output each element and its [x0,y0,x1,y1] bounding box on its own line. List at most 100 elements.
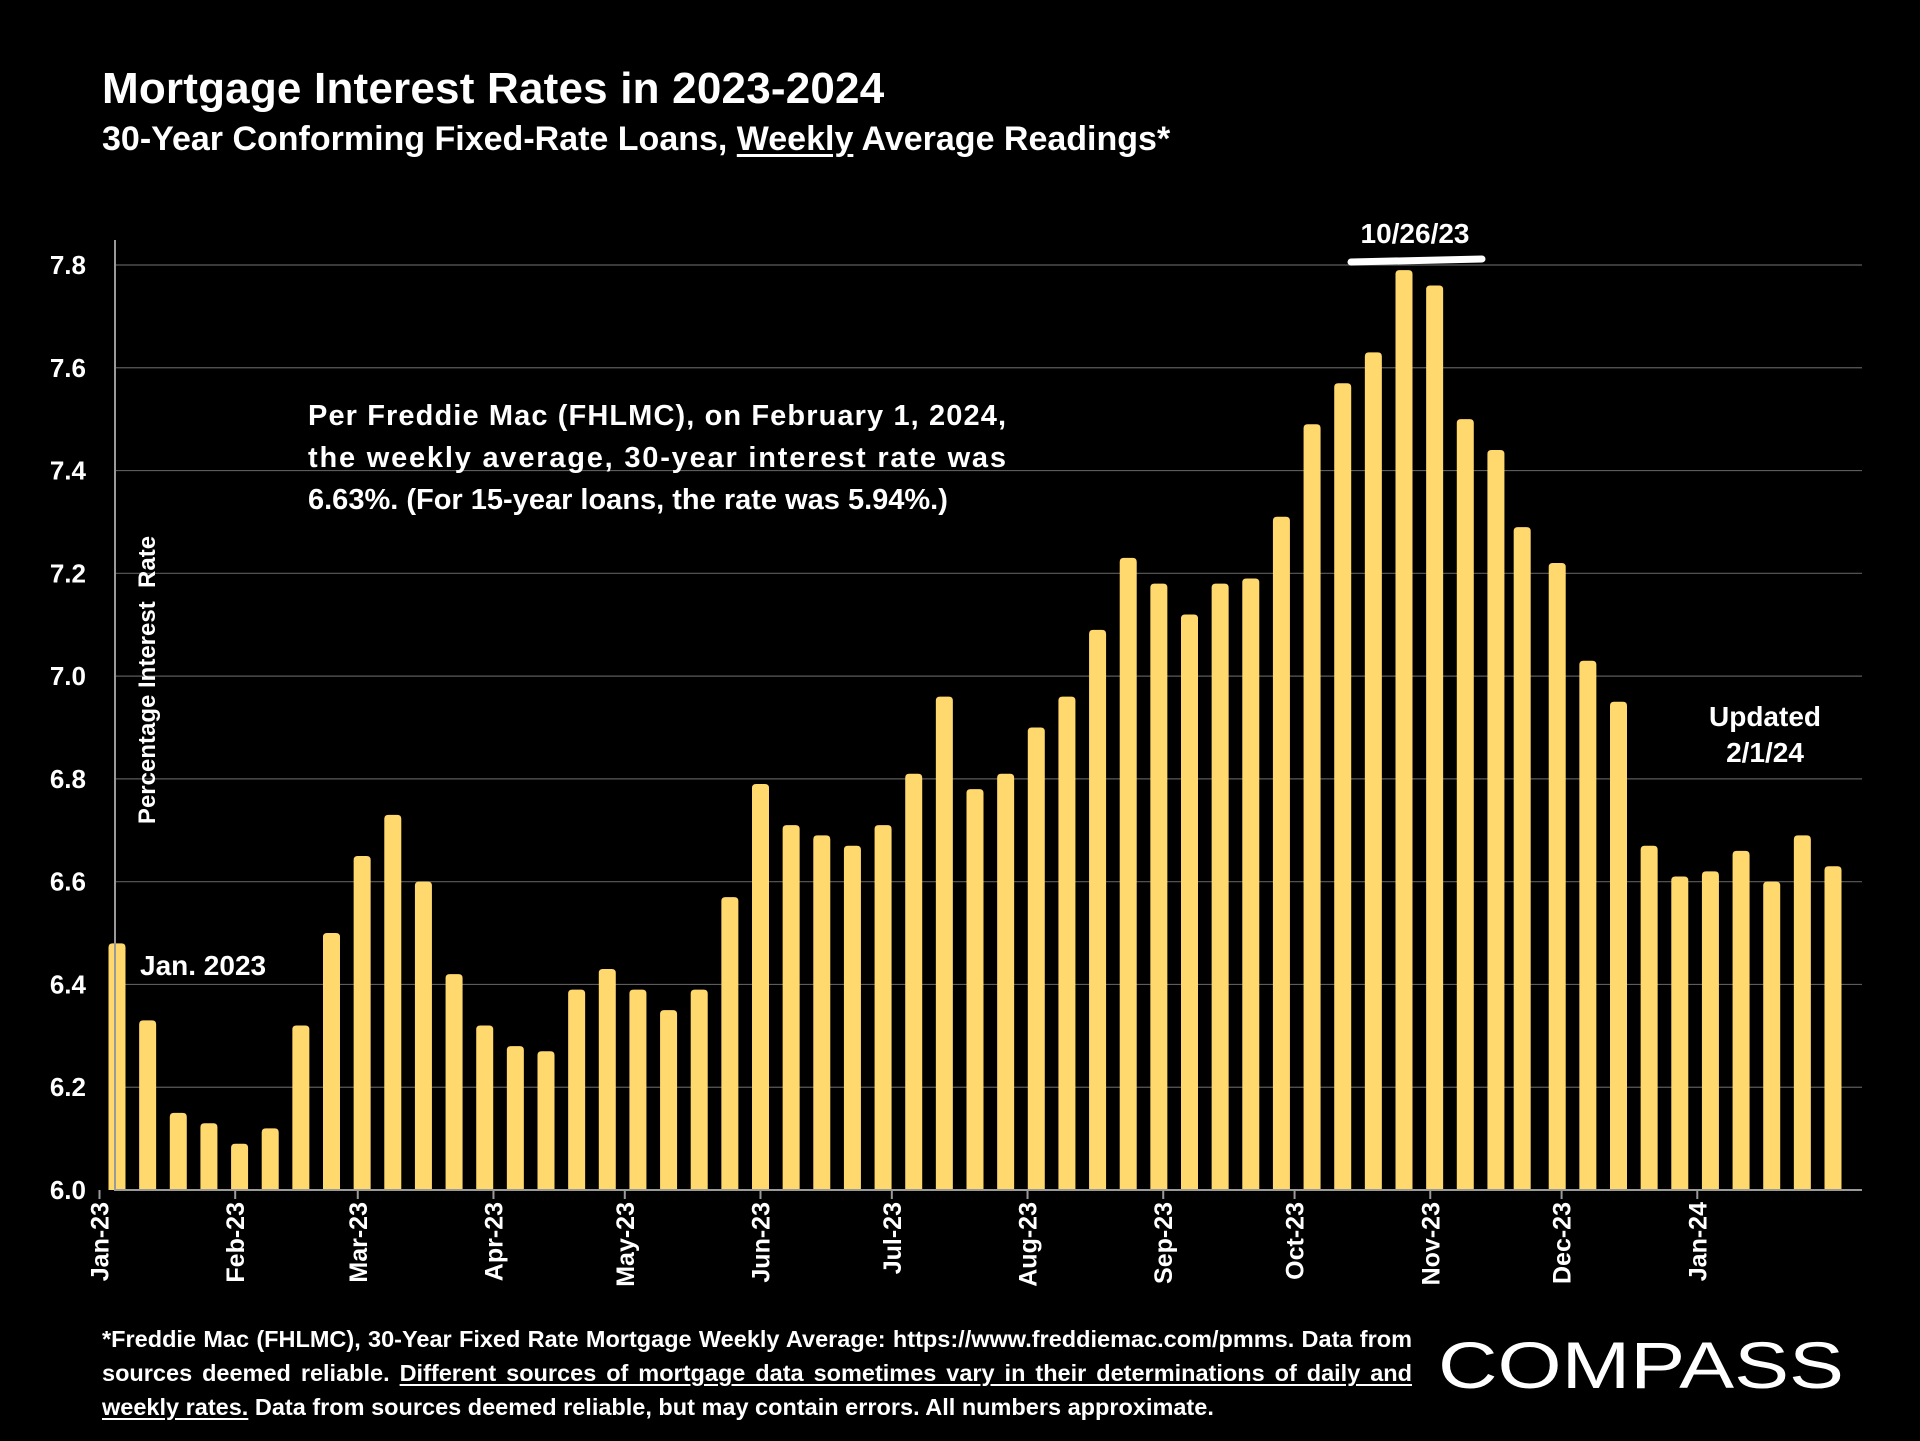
x-tick-label: Aug-23 [1015,1202,1043,1287]
bar [1089,629,1107,1190]
bar [1272,516,1290,1190]
bar [384,814,402,1190]
start-annotation: Jan. 2023 [140,950,266,981]
peak-marker-line [1347,255,1486,266]
x-tick-label: Sep-23 [1150,1202,1178,1284]
bar [292,1025,310,1190]
bar [506,1046,524,1190]
x-tick-label: Apr-23 [480,1202,508,1281]
bar [782,825,800,1190]
bar [629,989,647,1190]
footnote: *Freddie Mac (FHLMC), 30-Year Fixed Rate… [102,1322,1412,1424]
axes [98,240,1862,1199]
bar [1058,696,1076,1190]
bar [1119,557,1137,1190]
bar [1242,578,1260,1190]
x-tick-label: Jun-23 [748,1202,776,1283]
y-tick-label: 7.0 [50,661,86,691]
chart-title: Mortgage Interest Rates in 2023-2024 [102,64,885,113]
subtitle-post: Average Readings* [853,120,1171,158]
peak-annotation: 10/26/23 [1361,218,1470,249]
bar [1640,845,1658,1190]
bar [874,825,892,1190]
bar [1610,701,1627,1190]
updated-annotation-line2: 2/1/24 [1726,737,1804,768]
footnote-disclaimer: Different sources of mortgage data somet… [102,1360,1412,1420]
bar [1824,866,1842,1190]
bars [108,270,1842,1191]
footnote-closing: Data from sources deemed reliable, but m… [248,1394,1214,1420]
y-tick-label: 7.8 [50,250,86,280]
y-axis-label: Percentage Interest Rate [134,536,161,824]
bar [1027,727,1045,1190]
bar [1513,527,1531,1190]
bar [813,835,831,1190]
bar [690,989,708,1190]
bar [1303,424,1321,1190]
x-tick-label: Jan-24 [1684,1202,1712,1281]
y-tick-label: 6.2 [50,1072,86,1102]
x-tick-label: Jul-23 [879,1202,907,1274]
x-tick-label: Dec-23 [1549,1202,1577,1284]
bar [1763,881,1781,1190]
y-tick-label: 6.4 [50,969,87,999]
bar [476,1025,494,1190]
bar [139,1020,157,1190]
y-tick-label: 6.8 [50,764,86,794]
bar [1181,614,1198,1190]
bar [537,1051,555,1190]
bar [1548,563,1566,1190]
rate-note-line1: Per Freddie Mac (FHLMC), on February 1, … [308,400,1006,432]
y-tick-label: 7.2 [50,558,86,588]
rate-note: Per Freddie Mac (FHLMC), on February 1, … [308,400,1006,516]
subtitle-pre: 30-Year Conforming Fixed-Rate Loans, [102,120,737,158]
bar [568,989,586,1190]
bar [1579,660,1597,1190]
bar [108,943,126,1190]
bar [231,1143,249,1190]
x-tick-label: Oct-23 [1282,1202,1310,1280]
y-tick-labels: 6.0 6.2 6.4 6.6 6.8 7.0 7.2 7.4 7.6 7.8 [50,250,87,1205]
bar [200,1123,218,1190]
y-tick-label: 7.4 [50,456,87,486]
x-tick-label: Mar-23 [345,1202,373,1283]
updated-annotation-line1: Updated [1709,701,1821,732]
bar [445,974,463,1190]
bar [1732,850,1750,1190]
compass-logo-text: COMPASS [1438,1328,1844,1398]
x-tick-label: Jan-23 [86,1202,114,1281]
x-tick-label: May-23 [612,1202,640,1287]
x-tick-label: Nov-23 [1417,1202,1445,1285]
bar [997,773,1015,1190]
y-tick-label: 6.6 [50,867,86,897]
subtitle-underlined: Weekly [736,120,854,158]
footnote-source: *Freddie Mac (FHLMC), 30-Year Fixed Rate… [102,1326,1295,1352]
bar [1456,419,1474,1191]
bar [935,696,953,1190]
bar [1793,835,1811,1190]
rate-note-line2: the weekly average, 30-year interest rat… [308,442,1006,474]
bar [169,1112,187,1190]
bar [261,1128,279,1190]
gridlines [115,264,1862,1088]
bar [1426,285,1444,1190]
bar [414,881,432,1190]
bar [1150,583,1168,1190]
rate-note-line3: 6.63%. (For 15-year loans, the rate was … [308,484,948,516]
bar [1211,583,1229,1190]
bar [1701,871,1719,1190]
bar [1364,352,1382,1191]
bar [598,969,616,1190]
y-tick-label: 7.6 [50,353,86,383]
footnote-reliable: Data from sources deemed reliable. [102,1326,1413,1386]
bar [966,789,984,1190]
x-tick-labels: Jan-23 Feb-23 Mar-23 Apr-23 May-23 Jun-23 Jul-… [86,1202,1712,1287]
bar [1334,383,1352,1190]
chart-subtitle: 30-Year Conforming Fixed-Rate Loans, Wee… [102,120,1170,159]
bar [660,1010,678,1190]
bar [1395,270,1413,1190]
bar [721,897,739,1190]
x-tick-label: Feb-23 [222,1202,250,1283]
bar [843,845,861,1190]
